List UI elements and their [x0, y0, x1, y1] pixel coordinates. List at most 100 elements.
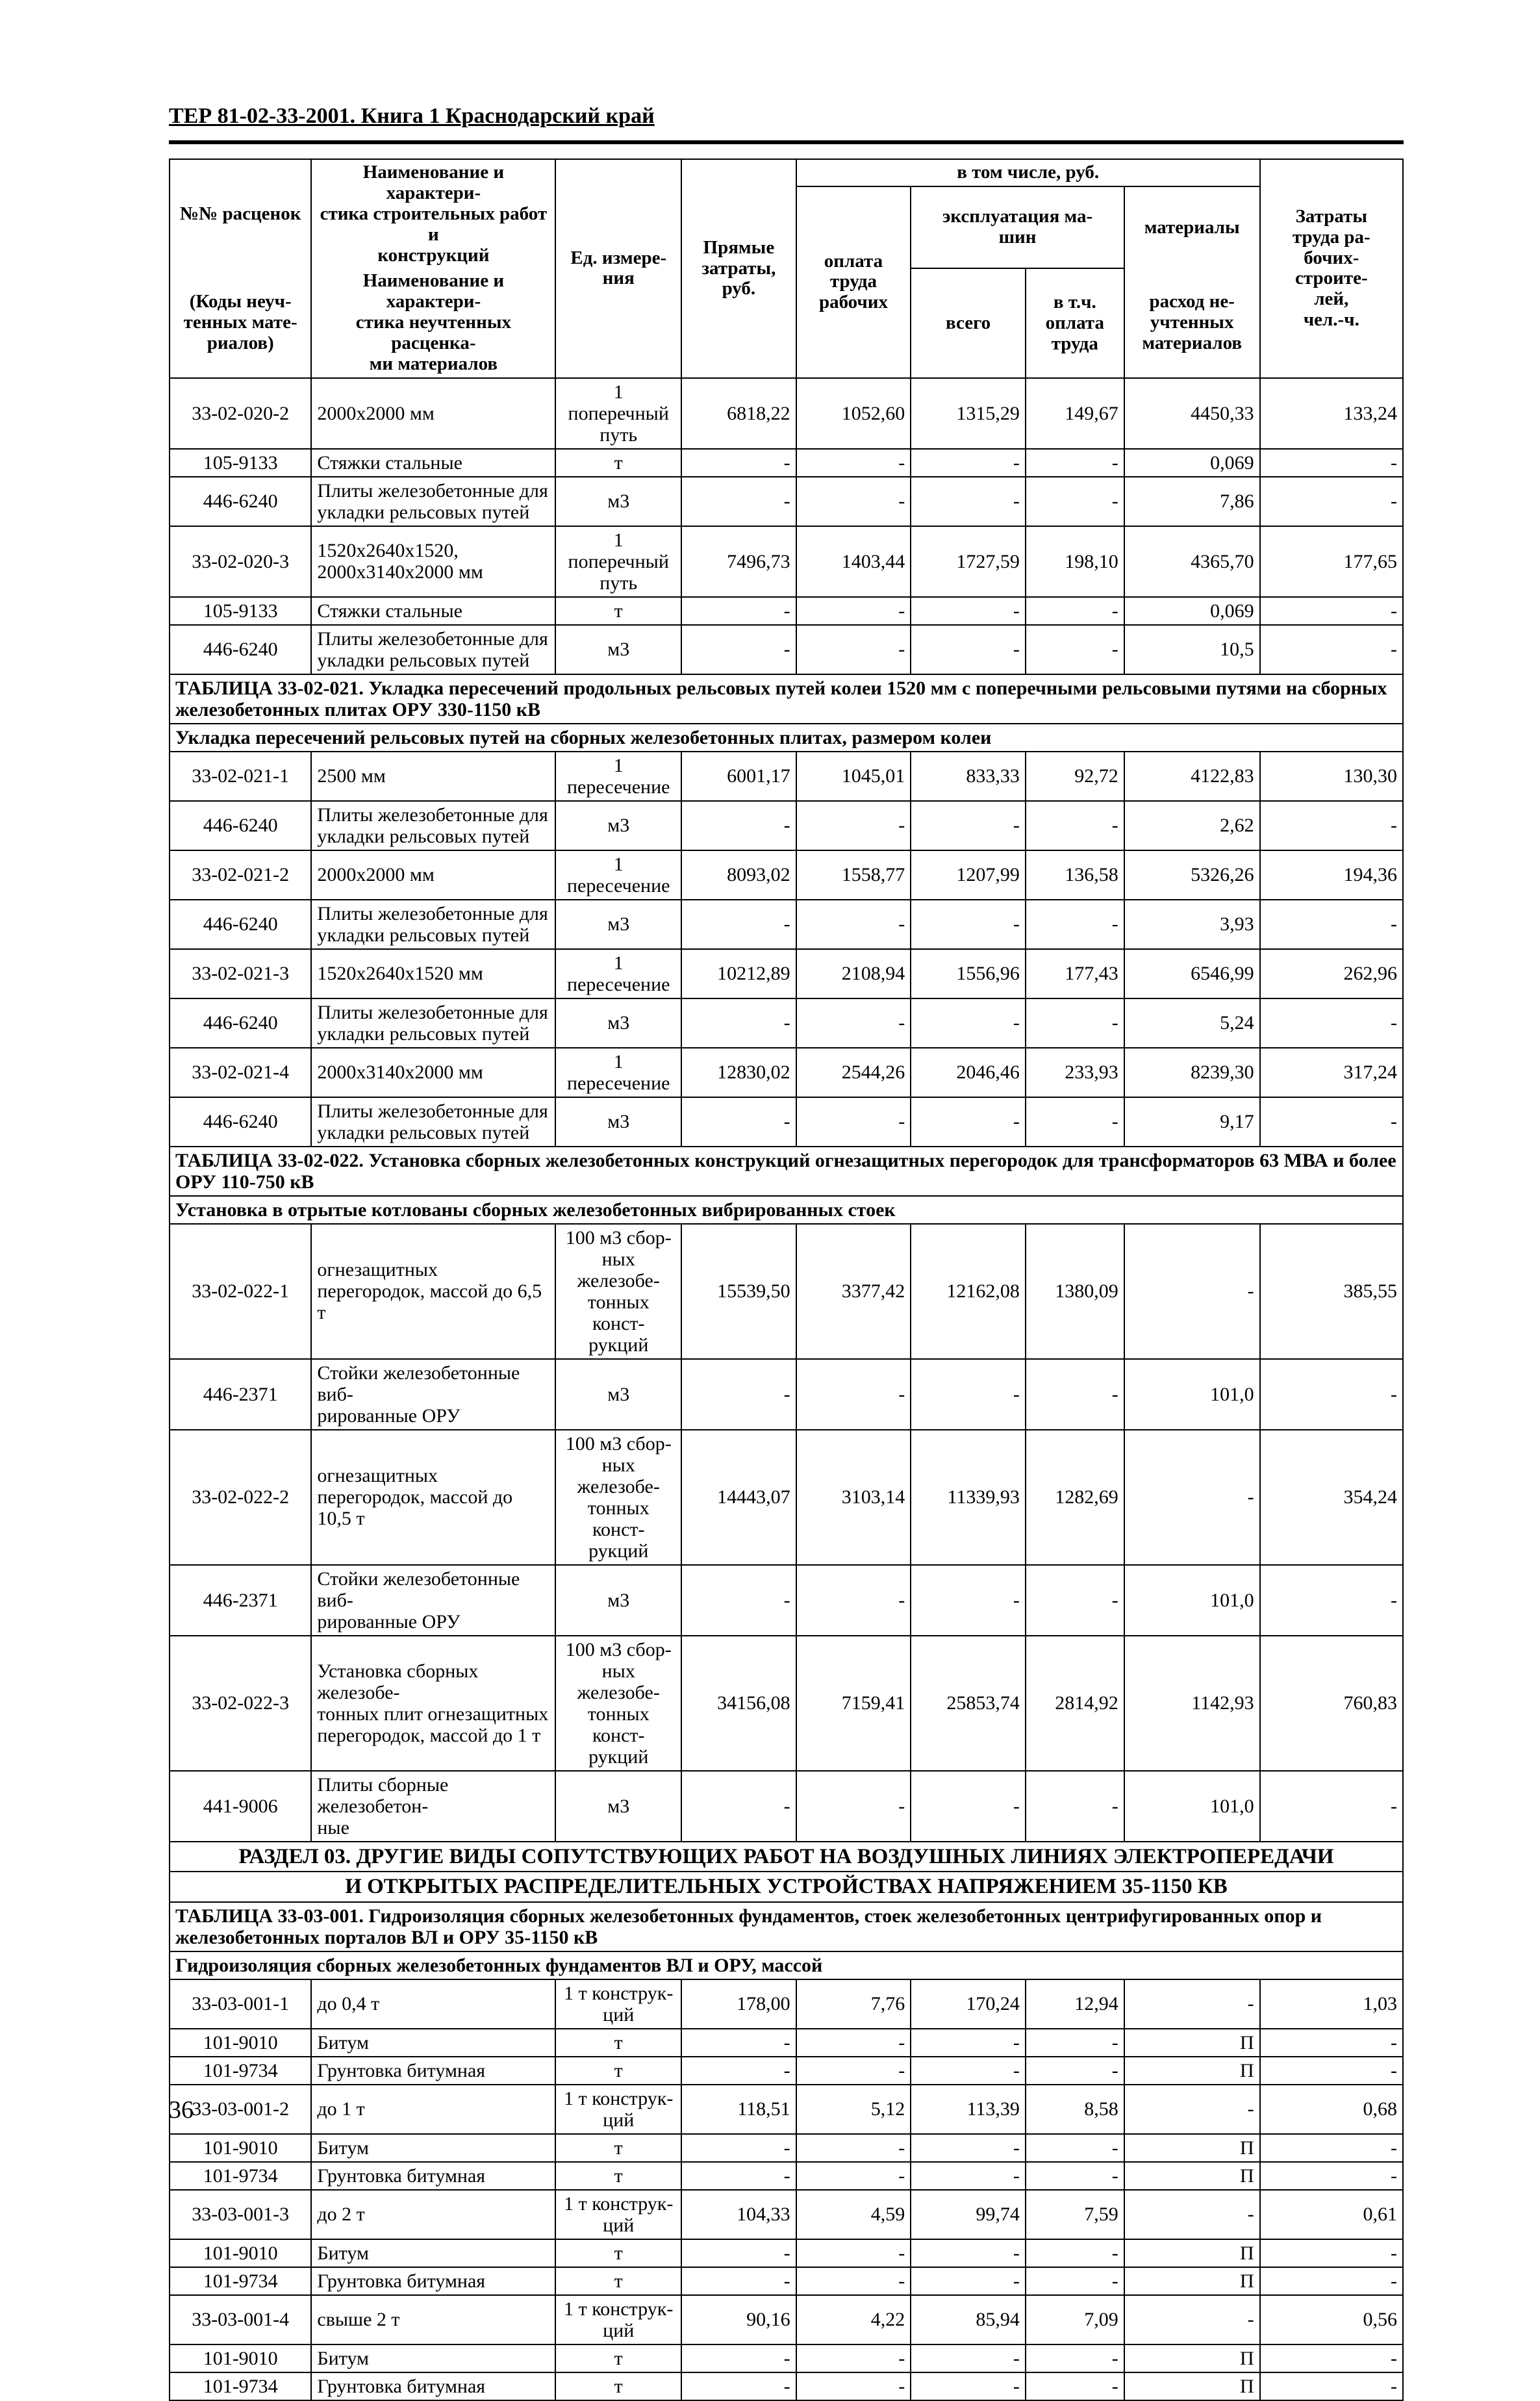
- cell-mach-incl: -: [1026, 1097, 1124, 1147]
- cell-materials: 2,62: [1124, 801, 1260, 850]
- cell-direct: -: [681, 2239, 796, 2267]
- table-row: 446-6240Плиты железобетонные для укладки…: [170, 998, 1403, 1048]
- cell-direct: -: [681, 2162, 796, 2190]
- cell-work: 317,24: [1260, 1048, 1403, 1097]
- cell-name: Установка сборных железобе-тонных плит о…: [311, 1636, 555, 1771]
- cell-name: Стяжки стальные: [311, 597, 555, 625]
- cell-materials: 1142,93: [1124, 1636, 1260, 1771]
- cell-materials: 5,24: [1124, 998, 1260, 1048]
- cell-mach-total: 1207,99: [911, 850, 1026, 900]
- cell-mach-incl: -: [1026, 597, 1124, 625]
- cell-labor: 2544,26: [796, 1048, 911, 1097]
- cell-materials: П: [1124, 2344, 1260, 2372]
- table-row: 33-02-020-22000х2000 мм1 поперечный путь…: [170, 378, 1403, 449]
- cell-mach-total: -: [911, 900, 1026, 949]
- cell-code: 446-6240: [170, 801, 311, 850]
- table-row: 101-9734Грунтовка битумнаят----П-: [170, 2372, 1403, 2400]
- cell-labor: -: [796, 2029, 911, 2057]
- cell-mach-incl: -: [1026, 2267, 1124, 2295]
- cell-mach-incl: 1282,69: [1026, 1430, 1124, 1565]
- cell-mach-total: -: [911, 2162, 1026, 2190]
- cell-name: Плиты железобетонные для укладки рельсов…: [311, 900, 555, 949]
- cell-direct: 104,33: [681, 2190, 796, 2239]
- table-row: 446-6240Плиты железобетонные для укладки…: [170, 801, 1403, 850]
- table-022-sub: Установка в отрытые котлованы сборных же…: [170, 1196, 1403, 1224]
- cell-materials: -: [1124, 1224, 1260, 1359]
- cell-work: -: [1260, 2057, 1403, 2085]
- cell-unit: 1 т конструк-ций: [555, 1979, 681, 2029]
- table-row: 33-02-022-2огнезащитных перегородок, мас…: [170, 1430, 1403, 1565]
- cell-code: 33-02-022-1: [170, 1224, 311, 1359]
- cell-unit: т: [555, 597, 681, 625]
- cell-work: 262,96: [1260, 949, 1403, 998]
- cell-labor: 7159,41: [796, 1636, 911, 1771]
- table-001-title-cell: ТАБЛИЦА 33-03-001. Гидроизоляция сборных…: [170, 1902, 1403, 1951]
- cell-mach-incl: -: [1026, 801, 1124, 850]
- table-row: 33-02-021-22000х2000 мм1 пересечение8093…: [170, 850, 1403, 900]
- cell-mach-incl: -: [1026, 1359, 1124, 1430]
- table-021-sub-cell: Укладка пересечений рельсовых путей на с…: [170, 724, 1403, 752]
- cell-mach-total: 25853,74: [911, 1636, 1026, 1771]
- cell-name: до 2 т: [311, 2190, 555, 2239]
- cell-mach-total: 12162,08: [911, 1224, 1026, 1359]
- cell-work: -: [1260, 625, 1403, 674]
- cell-mach-total: -: [911, 597, 1026, 625]
- cell-name: Грунтовка битумная: [311, 2267, 555, 2295]
- cell-labor: -: [796, 625, 911, 674]
- col-mach-incl: в т.ч.оплататруда: [1026, 268, 1124, 377]
- cell-name: Грунтовка битумная: [311, 2057, 555, 2085]
- cell-labor: -: [796, 2344, 911, 2372]
- cell-code: 33-02-021-4: [170, 1048, 311, 1097]
- cell-labor: 4,59: [796, 2190, 911, 2239]
- cell-labor: -: [796, 2162, 911, 2190]
- cell-labor: -: [796, 597, 911, 625]
- cell-labor: 5,12: [796, 2085, 911, 2134]
- cell-direct: 7496,73: [681, 526, 796, 597]
- cell-materials: 101,0: [1124, 1565, 1260, 1636]
- cell-unit: 100 м3 сбор-ных железобе-тонных конст-ру…: [555, 1224, 681, 1359]
- cell-materials: 5326,26: [1124, 850, 1260, 900]
- cell-direct: 6818,22: [681, 378, 796, 449]
- table-021-title: ТАБЛИЦА 33-02-021. Укладка пересечений п…: [170, 674, 1403, 724]
- col-name-bottom: Наименование и характери-стика неучтенны…: [311, 268, 555, 377]
- table-row: 33-03-001-4свыше 2 т1 т конструк-ций90,1…: [170, 2295, 1403, 2344]
- cell-unit: 1 т конструк-ций: [555, 2085, 681, 2134]
- cell-direct: 10212,89: [681, 949, 796, 998]
- cell-materials: 6546,99: [1124, 949, 1260, 998]
- section-03-title-a-cell: РАЗДЕЛ 03. ДРУГИЕ ВИДЫ СОПУТСТВУЮЩИХ РАБ…: [170, 1842, 1403, 1872]
- cell-mach-incl: -: [1026, 2057, 1124, 2085]
- cell-name: до 1 т: [311, 2085, 555, 2134]
- cell-unit: 1 пересечение: [555, 850, 681, 900]
- cell-labor: -: [796, 998, 911, 1048]
- col-work: Затратытруда ра-бочих-строите-лей,чел.-ч…: [1260, 159, 1403, 378]
- table-row: 101-9734Грунтовка битумнаят----П-: [170, 2057, 1403, 2085]
- cell-mach-incl: 92,72: [1026, 752, 1124, 801]
- cell-code: 101-9010: [170, 2239, 311, 2267]
- cell-code: 101-9010: [170, 2344, 311, 2372]
- cell-work: -: [1260, 2372, 1403, 2400]
- cell-code: 33-02-022-2: [170, 1430, 311, 1565]
- cell-unit: м3: [555, 801, 681, 850]
- cell-mach-total: 11339,93: [911, 1430, 1026, 1565]
- cell-mach-total: -: [911, 801, 1026, 850]
- cell-code: 441-9006: [170, 1771, 311, 1842]
- cell-mach-incl: 7,59: [1026, 2190, 1124, 2239]
- table-row: 446-6240Плиты железобетонные для укладки…: [170, 477, 1403, 526]
- table-row: 446-2371Стойки железобетонные виб-рирова…: [170, 1359, 1403, 1430]
- cell-materials: П: [1124, 2029, 1260, 2057]
- cell-materials: П: [1124, 2267, 1260, 2295]
- cell-work: -: [1260, 2134, 1403, 2162]
- cell-code: 33-03-001-3: [170, 2190, 311, 2239]
- cell-labor: 7,76: [796, 1979, 911, 2029]
- cell-labor: -: [796, 449, 911, 477]
- cell-mach-total: -: [911, 2344, 1026, 2372]
- cell-mach-total: -: [911, 2029, 1026, 2057]
- cell-name: Плиты железобетонные для укладки рельсов…: [311, 801, 555, 850]
- table-row: 446-6240Плиты железобетонные для укладки…: [170, 900, 1403, 949]
- cell-labor: 3377,42: [796, 1224, 911, 1359]
- cell-code: 33-03-001-4: [170, 2295, 311, 2344]
- cell-work: 760,83: [1260, 1636, 1403, 1771]
- cell-materials: П: [1124, 2239, 1260, 2267]
- cell-unit: т: [555, 2057, 681, 2085]
- cell-materials: -: [1124, 2085, 1260, 2134]
